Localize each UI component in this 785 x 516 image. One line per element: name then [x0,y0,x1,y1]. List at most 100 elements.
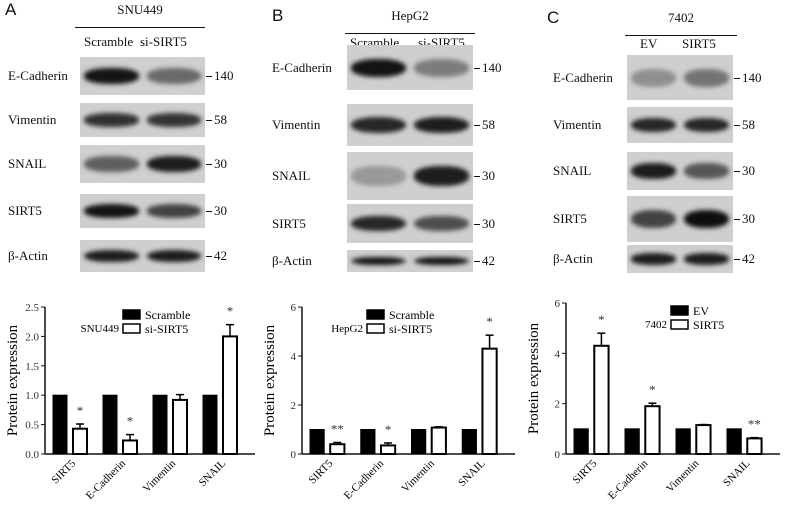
title-underline [75,27,205,28]
blot-band [684,68,729,87]
blot-strip [347,45,473,90]
bar [122,439,138,456]
mw-tick [206,120,212,121]
bar [379,444,397,455]
bar [624,428,640,455]
mw-tick [474,67,480,69]
molecular-weight: 140 [482,59,502,75]
molecular-weight: 30 [482,215,495,231]
y-tick-label: 1.0 [25,390,39,402]
y-axis-label: Protein expression [5,324,21,436]
legend-swatch [122,323,141,334]
bar [52,394,68,455]
bar [593,344,610,455]
blot-strip [80,145,205,183]
blot-band [146,68,201,84]
legend-label: EV [693,304,709,318]
x-tick-label: E-Cadherin [84,457,129,502]
significance-mark: * [77,403,84,418]
blot-band [146,113,201,127]
bar [329,443,346,456]
chart-annotation: 7402 [645,319,667,331]
panel-letter: A [5,0,17,19]
legend-swatch [366,323,385,334]
y-tick-label: 2.5 [25,302,39,314]
protein-label: Vimentin [553,117,602,132]
x-tick-label: SNAIL [456,457,488,489]
mw-tick [206,164,212,165]
blot-strip [347,104,473,146]
significance-mark: * [486,314,493,329]
legend-swatch [366,309,385,320]
lane-label: Scramble [84,34,134,49]
blot-band [84,68,139,84]
mw-tick [474,176,480,177]
lane-label: si-SIRT5 [140,34,187,49]
cell-line-title: SNU449 [117,2,163,17]
blot-strip [347,152,473,200]
blot-strip [627,196,733,242]
bar [461,429,477,455]
protein-label: β-Actin [553,251,593,266]
legend-label: SIRT5 [693,318,724,332]
y-tick-label: 4 [291,351,297,363]
y-tick-label: 2 [555,399,561,411]
cell-line-title: HepG2 [391,8,429,23]
blot-band [84,249,139,263]
blot-strip [80,240,205,272]
blot-strip [627,152,733,190]
protein-label: E-Cadherin [553,69,613,85]
blot-band [351,58,406,77]
blot-band [684,209,729,229]
blot-strip [80,57,205,95]
x-tick-label: Vimentin [141,457,179,495]
mw-tick [474,261,480,262]
title-underline [345,33,475,34]
mw-tick [474,125,480,126]
blot-strip [80,194,205,228]
bar [726,428,742,455]
bar [573,428,589,455]
molecular-weight: 30 [742,163,755,178]
x-tick-label: SNAIL [197,457,229,489]
protein-label: SNAIL [272,168,311,183]
mw-tick [474,223,480,225]
molecular-weight: 42 [742,251,755,266]
chart-annotation: SNU449 [80,323,119,335]
panel-letter: B [272,6,284,25]
bar [202,394,218,455]
y-tick-label: 0.0 [25,449,39,461]
mw-tick [734,77,740,79]
y-tick-label: 2.0 [25,331,39,343]
legend-swatch [670,319,689,330]
blot-band [414,256,469,266]
lane-label: SIRT5 [682,36,716,51]
x-tick-label: SNAIL [721,457,753,489]
molecular-weight: 42 [214,248,227,263]
blot-band [146,156,201,172]
y-axis-label: Protein expression [526,322,542,434]
bar [72,427,88,456]
y-axis-label: Protein expression [262,324,278,436]
x-tick-label: SIRT5 [49,457,78,486]
x-tick-label: E-Cadherin [342,457,387,502]
protein-label: E-Cadherin [272,59,332,75]
protein-label: Vimentin [8,112,57,127]
x-tick-label: Vimentin [664,457,702,495]
panel-letter: C [547,8,560,27]
bar [675,428,691,455]
bar [644,405,661,455]
bar [152,394,168,455]
legend-swatch [670,305,689,316]
legend-label: si-SIRT5 [389,322,432,336]
legend-swatch [122,309,141,320]
mw-tick [734,259,740,260]
protein-label: SIRT5 [272,215,306,231]
blot-band [351,256,406,266]
mw-tick [734,219,740,220]
protein-label: E-Cadherin [8,68,68,83]
y-tick-label: 2 [291,400,297,412]
blot-band [414,166,469,186]
blot-band [631,209,676,229]
y-tick-label: 1.5 [25,361,39,373]
